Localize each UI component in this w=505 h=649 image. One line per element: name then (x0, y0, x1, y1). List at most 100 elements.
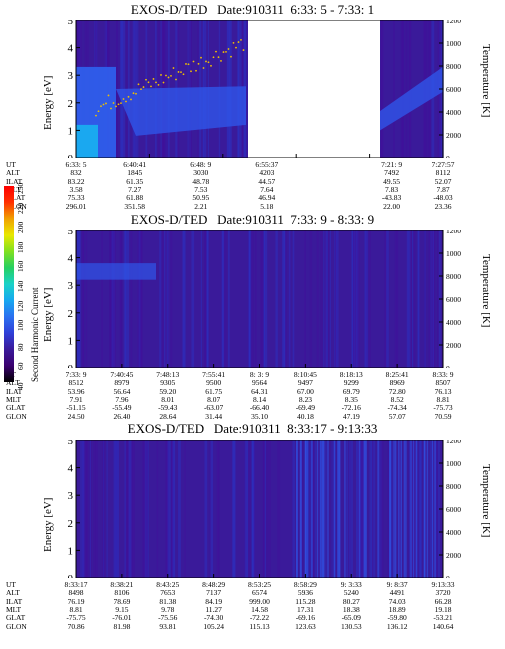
ephemeris-value: 8498 (68, 588, 84, 598)
ephemeris-value: 44.57 (258, 176, 276, 186)
ephemeris-value: 7492 (384, 168, 400, 178)
spectrogram-stripe (433, 230, 436, 368)
spectrogram-stripe (139, 230, 142, 368)
spectrogram-stripe (170, 230, 173, 368)
ephemeris-label: GLAT (6, 613, 26, 623)
spectrogram-stripe (320, 230, 323, 368)
spectrogram-stripe (166, 440, 169, 578)
ephemeris-value: 6:48: 9 (190, 160, 212, 169)
spectrogram-stripe (436, 440, 438, 578)
spectrogram-stripe (312, 440, 316, 578)
data-gap (248, 20, 380, 158)
temperature-point (192, 60, 195, 63)
ytick-label: 0 (68, 573, 74, 578)
ephemeris-value: 6:33: 5 (65, 160, 87, 169)
ephemeris-value: 6574 (252, 588, 267, 598)
spectrogram-stripe (81, 230, 85, 368)
ephemeris-value: 4491 (389, 588, 405, 598)
temperature-point (110, 107, 112, 110)
temperature-point (242, 49, 245, 51)
panel1-plot: 0 1 2 3 4 5 0 2000 4000 6000 8000 10000 12000 (58, 20, 461, 158)
y2tick-label: 0 (446, 364, 450, 368)
y2tick-label: 0 (446, 574, 450, 578)
ephemeris-value: 115.28 (295, 596, 316, 606)
ephemeris-value: 70.59 (434, 411, 452, 421)
spectrogram-stripe (426, 440, 429, 578)
ephemeris-value: 18.89 (388, 604, 406, 614)
colorbar-tick: 180 (16, 241, 25, 253)
ephemeris-value: 9: 8:37 (386, 580, 408, 589)
ephemeris-value: 9.15 (115, 604, 129, 614)
ephemeris-value: 47.19 (342, 411, 360, 421)
spectrogram-stripe (356, 440, 359, 578)
temperature-point (112, 102, 115, 104)
colorbar-tick: 200 (16, 221, 25, 234)
ephemeris-value: -59.43 (158, 403, 178, 413)
ephemeris-label: ILAT (6, 386, 23, 396)
spectrogram-stripe (431, 230, 435, 368)
temperature-point (207, 61, 210, 64)
ephemeris-value: 35.10 (251, 411, 268, 421)
spectrogram-stripe (325, 440, 327, 578)
ephemeris-value: 8979 (114, 378, 130, 388)
spectrogram-stripe (405, 440, 407, 578)
ephemeris-value: -55.49 (112, 403, 132, 413)
spectrogram-stripe (378, 440, 380, 578)
spectrogram-stripe (325, 230, 328, 368)
spectrogram-stripe (402, 20, 404, 158)
ephemeris-value: -75.73 (433, 403, 453, 413)
spectrogram-stripe (358, 440, 361, 578)
colorbar-ticks: 40 60 80 100 120 140 160 180 200 220 250 (16, 183, 30, 390)
ephemeris-value: 75.33 (67, 193, 85, 203)
panel1-title: EXOS-D/TED Date:910311 6:33: 5 - 7:33: 1 (130, 2, 375, 17)
spectrogram-stripe (204, 440, 208, 578)
ephemeris-value: 9305 (160, 378, 176, 388)
ephemeris-value: 78.69 (113, 596, 131, 606)
y2tick-label: 2000 (446, 551, 461, 560)
spectrogram-stripe (252, 440, 255, 578)
ytick-label: 4 (68, 463, 74, 475)
ephemeris-value: -59.80 (387, 613, 407, 623)
panel2-plot: 0 1 2 3 4 5 0 2000 4000 6000 8000 10000 12000 (58, 230, 461, 368)
temperature-point (182, 73, 185, 76)
ytick-label: 0 (68, 153, 74, 158)
spectrogram-stripe (191, 230, 195, 368)
temperature-point (160, 74, 162, 76)
ytick-label: 4 (68, 43, 74, 55)
ephemeris-value: -72.22 (249, 613, 270, 623)
ephemeris-value: 9497 (297, 378, 313, 388)
spectrogram-stripe (377, 440, 379, 578)
spectrogram-stripe (432, 230, 435, 368)
ephemeris-value: -63.07 (203, 403, 224, 413)
spectrogram-stripe (415, 440, 418, 578)
spectrogram-stripe (128, 440, 131, 578)
spectrogram-stripe (431, 440, 434, 578)
spectrogram-stripe (304, 230, 306, 368)
ephemeris-value: 136.12 (386, 621, 408, 631)
spectrogram-stripe (227, 230, 230, 368)
spectrogram-stripe (143, 440, 146, 578)
spectrogram-stripe (204, 230, 206, 368)
ephemeris-value: 19.18 (434, 604, 452, 614)
spectrogram-stripe (321, 440, 323, 578)
temperature-point (175, 78, 177, 81)
spectrogram-stripe (283, 230, 286, 368)
spectrogram-stripe (85, 230, 88, 368)
colorbar-tick: 140 (16, 280, 25, 292)
ephemeris-value: 52.07 (434, 176, 452, 186)
spectrogram-stripe (244, 440, 248, 578)
spectrogram-stripe (171, 440, 174, 578)
ephemeris-value: 8.35 (344, 394, 358, 404)
spectrogram-stripe (130, 230, 133, 368)
spectrogram-stripe (123, 230, 126, 368)
colorbar-label: Second Harmonic Current (30, 287, 40, 382)
ytick-label: 5 (68, 230, 74, 237)
ephemeris-value: 18.38 (342, 604, 360, 614)
temperature-point (195, 69, 197, 72)
y2tick-label: 12000 (446, 20, 461, 25)
ephemeris-value: 7:33: 9 (65, 370, 87, 379)
colorbar-tick: 220 (16, 202, 25, 214)
spectrogram-stripe (337, 440, 339, 578)
ephemeris-label: UT (6, 580, 16, 589)
ephemeris-label: GLON (6, 621, 27, 631)
